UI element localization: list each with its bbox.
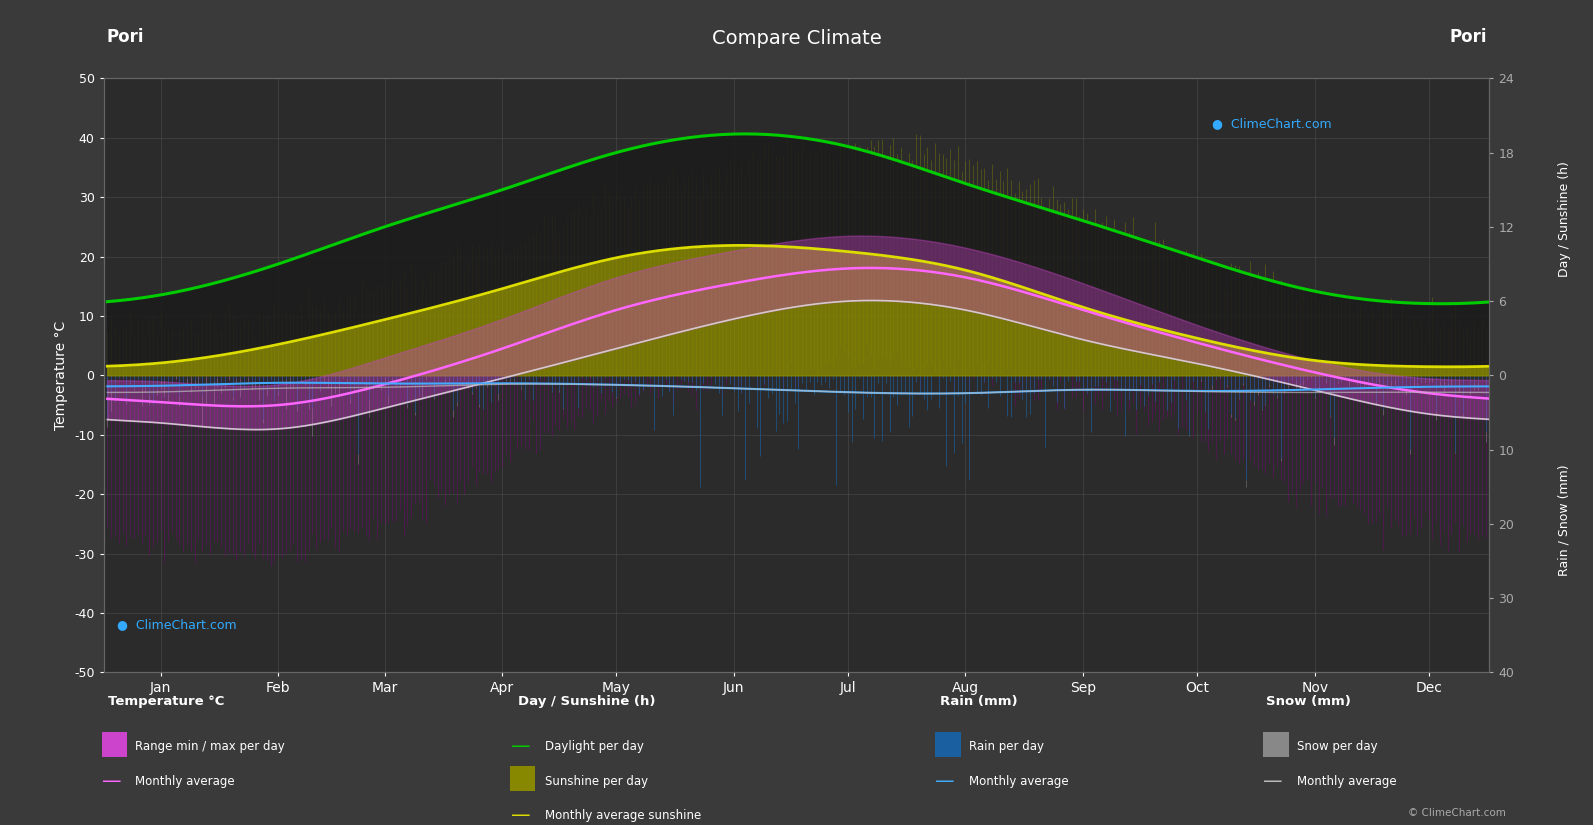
Text: Sunshine per day: Sunshine per day (545, 775, 648, 788)
Text: —: — (511, 806, 530, 825)
Text: Snow (mm): Snow (mm) (1266, 695, 1351, 709)
Y-axis label: Temperature °C: Temperature °C (54, 321, 68, 430)
Text: Compare Climate: Compare Climate (712, 29, 881, 48)
Text: Monthly average: Monthly average (969, 775, 1069, 788)
Text: —: — (935, 771, 954, 791)
Text: © ClimeChart.com: © ClimeChart.com (1408, 808, 1505, 818)
Text: Pori: Pori (107, 28, 143, 45)
Text: Temperature °C: Temperature °C (108, 695, 225, 709)
Text: —: — (1263, 771, 1282, 791)
Text: —: — (102, 771, 121, 791)
Text: Range min / max per day: Range min / max per day (135, 740, 285, 753)
Text: Rain (mm): Rain (mm) (940, 695, 1018, 709)
Text: Day / Sunshine (h): Day / Sunshine (h) (1558, 161, 1571, 276)
Text: Monthly average: Monthly average (135, 775, 236, 788)
Text: Rain per day: Rain per day (969, 740, 1043, 753)
Text: Rain / Snow (mm): Rain / Snow (mm) (1558, 464, 1571, 576)
Text: Monthly average: Monthly average (1297, 775, 1397, 788)
Text: ●  ClimeChart.com: ● ClimeChart.com (118, 618, 237, 631)
Text: —: — (511, 737, 530, 757)
Text: Snow per day: Snow per day (1297, 740, 1378, 753)
Text: ●  ClimeChart.com: ● ClimeChart.com (1212, 117, 1332, 130)
Text: Daylight per day: Daylight per day (545, 740, 644, 753)
Text: Day / Sunshine (h): Day / Sunshine (h) (518, 695, 655, 709)
Text: Pori: Pori (1450, 28, 1486, 45)
Text: Monthly average sunshine: Monthly average sunshine (545, 809, 701, 823)
